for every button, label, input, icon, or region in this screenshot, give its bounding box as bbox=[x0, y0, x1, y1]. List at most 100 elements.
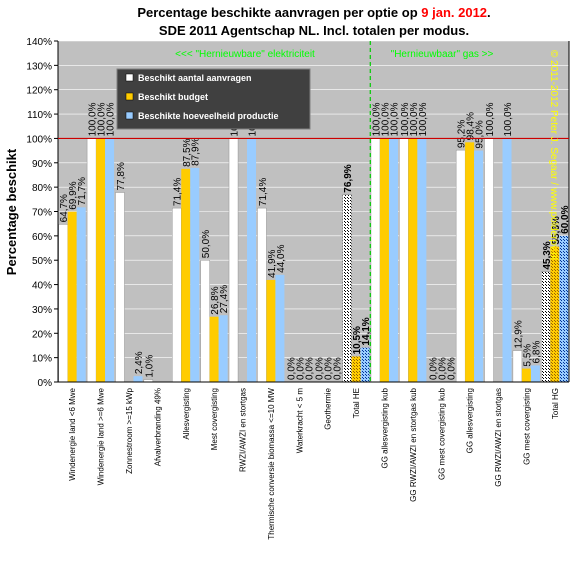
y-tick-label: 10% bbox=[32, 354, 52, 365]
data-label: 0,0% bbox=[304, 357, 315, 380]
bar-productie bbox=[474, 150, 484, 382]
data-label: 100,0% bbox=[418, 102, 429, 136]
bar-productie bbox=[530, 365, 540, 382]
data-label: 0,0% bbox=[428, 357, 439, 380]
bar-productie bbox=[190, 167, 200, 382]
data-label: 0,0% bbox=[324, 357, 335, 380]
data-label: 71,7% bbox=[77, 177, 88, 205]
chart-subtitle: SDE 2011 Agentschap NL. Incl. totalen pe… bbox=[159, 23, 469, 38]
x-tick-label: Zonnestroom >=15 kWp bbox=[125, 387, 134, 473]
data-label: 100,0% bbox=[106, 102, 117, 136]
x-tick-label: Total HE bbox=[352, 388, 361, 418]
x-tick-label: GG mest covergisting bbox=[522, 388, 531, 465]
bar-aanvragen bbox=[200, 260, 210, 383]
bar-aanvragen bbox=[86, 138, 97, 383]
data-label: 60,0% bbox=[560, 205, 571, 233]
bar-aanvragen bbox=[58, 224, 68, 383]
y-tick-label: 110% bbox=[27, 110, 52, 121]
y-axis-label: Percentage beschikt bbox=[4, 148, 19, 275]
y-tick-label: 20% bbox=[32, 329, 52, 340]
x-tick-label: GG RWZI/AWZI en stortgas kub bbox=[409, 387, 418, 501]
bar-budget bbox=[96, 138, 106, 382]
data-label: 64,7% bbox=[59, 194, 70, 222]
chart-title-date: 9 jan. 2012 bbox=[421, 5, 487, 20]
data-label: 87,5% bbox=[182, 138, 193, 166]
data-label: 27,4% bbox=[219, 285, 230, 313]
x-tick-label: Waterkracht < 5 m bbox=[295, 388, 304, 454]
x-tick-label: GG allesvergisting bbox=[466, 388, 475, 453]
bar-budget bbox=[67, 211, 77, 382]
data-label: 6,8% bbox=[531, 341, 542, 364]
bar-aanvragen bbox=[172, 207, 182, 383]
data-label: 100,0% bbox=[409, 102, 420, 136]
x-tick-label: Geothermie bbox=[324, 387, 333, 429]
x-tick-label: Total HG bbox=[551, 388, 560, 419]
bar-productie bbox=[247, 138, 257, 382]
data-label: 100,0% bbox=[97, 102, 108, 136]
data-label: 26,8% bbox=[210, 286, 221, 314]
bar-aanvragen bbox=[342, 194, 352, 383]
x-tick-label: Mest covergisting bbox=[210, 388, 219, 450]
data-label: 12,9% bbox=[513, 320, 524, 348]
legend-swatch-productie bbox=[125, 111, 134, 120]
legend: Beschikt aantal aanvragen Beschikt budge… bbox=[116, 68, 311, 130]
bar-aanvragen bbox=[370, 138, 381, 383]
axis-layer: 0% 10% 20% 30% 40% 50% 60% 70% 80% 90% 100% 110% 120… bbox=[26, 37, 569, 540]
x-tick-label: Afvalverbranding 49% bbox=[153, 388, 162, 466]
bar-budget bbox=[550, 246, 560, 382]
y-tick-label: 100% bbox=[26, 134, 52, 145]
chart-title-part2: . bbox=[487, 5, 491, 20]
data-label: 100,0% bbox=[389, 102, 400, 136]
data-label: 100,0% bbox=[371, 102, 382, 136]
data-label: 87,9% bbox=[191, 137, 202, 165]
bar-productie bbox=[133, 376, 143, 382]
data-label: 100,0% bbox=[485, 102, 496, 136]
data-label: 69,9% bbox=[68, 181, 79, 209]
data-label: 5,5% bbox=[522, 344, 533, 367]
data-label: 100,0% bbox=[503, 102, 514, 136]
y-tick-label: 120% bbox=[26, 86, 52, 97]
annotation-gas: "Hernieuwbaar" gas >> bbox=[391, 49, 494, 60]
bar-budget bbox=[521, 368, 531, 382]
legend-label-aanvragen: Beschikt aantal aanvragen bbox=[138, 73, 252, 83]
data-label: 1,0% bbox=[144, 355, 155, 378]
data-label: 95,2% bbox=[457, 120, 468, 148]
y-tick-label: 30% bbox=[32, 305, 52, 316]
bar-productie bbox=[388, 138, 398, 382]
data-label: 50,0% bbox=[201, 230, 212, 258]
legend-swatch-aanvragen bbox=[125, 73, 134, 82]
bar-productie bbox=[105, 138, 115, 382]
y-tick-label: 130% bbox=[26, 61, 52, 72]
y-tick-label: 140% bbox=[26, 37, 52, 48]
bar-aanvragen bbox=[257, 207, 267, 383]
bar-aanvragen bbox=[512, 350, 523, 383]
y-tick-label: 40% bbox=[32, 281, 52, 292]
bar-aanvragen bbox=[399, 138, 409, 383]
data-label: 100,0% bbox=[400, 102, 411, 136]
bar-productie bbox=[76, 207, 86, 382]
y-tick-label: 70% bbox=[32, 208, 52, 219]
bar-aanvragen bbox=[228, 138, 239, 383]
bar-budget bbox=[465, 142, 475, 382]
y-tick-label: 90% bbox=[32, 159, 52, 170]
bar-productie bbox=[218, 315, 228, 382]
data-label: 55,6% bbox=[551, 216, 562, 244]
bar-aanvragen bbox=[484, 138, 494, 383]
data-label: 100,0% bbox=[380, 102, 391, 136]
legend-swatch-budget bbox=[125, 92, 134, 101]
x-tick-label: GG allesvergisting kub bbox=[380, 387, 389, 468]
copyright-text: © 2011-2012 Peter J. Segaar / www.polder… bbox=[548, 50, 559, 260]
data-label: 41,9% bbox=[267, 249, 278, 277]
data-label: 0,0% bbox=[437, 357, 448, 380]
data-label: 76,9% bbox=[343, 164, 354, 192]
x-tick-label: GG RWZI/AWZI en stortgas bbox=[494, 388, 503, 487]
data-label: 0,0% bbox=[446, 357, 457, 380]
bar-aanvragen bbox=[115, 192, 125, 383]
data-label: 77,8% bbox=[116, 162, 127, 190]
data-label: 95,0% bbox=[475, 120, 486, 148]
annotation-electric: <<< "Hernieuwbare" elektriciteit bbox=[175, 49, 315, 60]
bar-budget bbox=[351, 356, 361, 382]
legend-label-productie: Beschikte hoeveelheid productie bbox=[138, 111, 279, 121]
y-tick-label: 0% bbox=[38, 378, 53, 389]
